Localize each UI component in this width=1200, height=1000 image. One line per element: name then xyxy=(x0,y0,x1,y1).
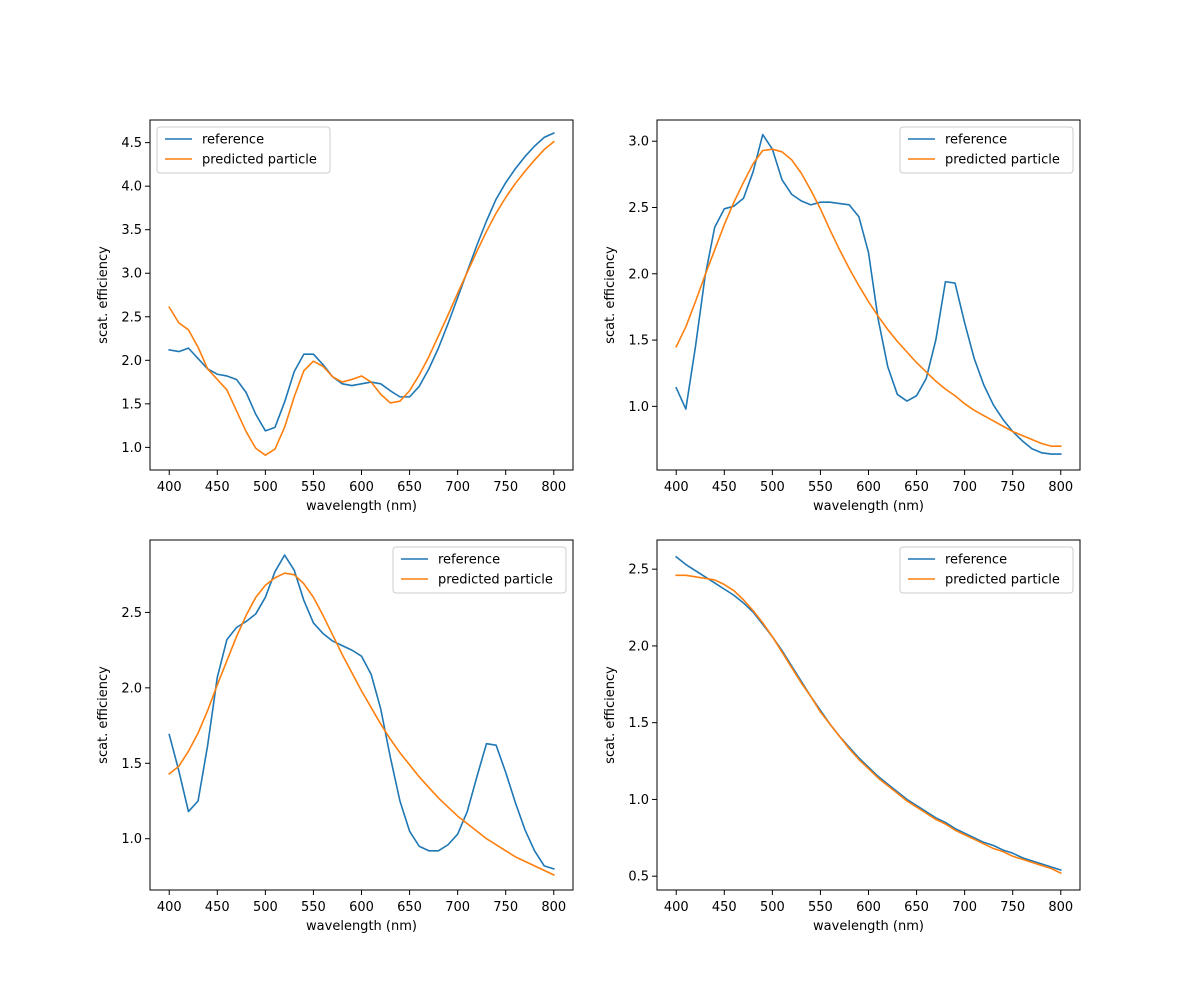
subplot-4: 400 450 500 550 600 650 700 750 800 0.5 1.0 1.5 2.0 2… xyxy=(603,539,1081,934)
y-axis-label: scat. efficiency xyxy=(96,246,111,344)
x-tick-label: 800 xyxy=(541,480,566,495)
x-tick-label: 500 xyxy=(253,900,278,915)
legend-label: predicted particle xyxy=(438,573,553,588)
x-tick-label: 650 xyxy=(397,900,422,915)
x-tick-label: 450 xyxy=(712,480,737,495)
legend: reference predicted particle xyxy=(899,126,1074,174)
x-tick-label: 600 xyxy=(856,900,881,915)
x-tick-label: 600 xyxy=(856,480,881,495)
subplot-1: 400 450 500 550 600 650 700 750 800 1.0 1.5 2.0 2.5 3… xyxy=(96,119,574,514)
x-tick-label: 450 xyxy=(205,900,230,915)
y-axis-label: scat. efficiency xyxy=(603,666,618,764)
subplot-2: 400 450 500 550 600 650 700 750 800 1.0 1.5 2.0 2.5 3… xyxy=(603,119,1081,514)
y-axis-label: scat. efficiency xyxy=(96,666,111,764)
x-tick-label: 750 xyxy=(493,480,518,495)
x-tick-label: 500 xyxy=(253,480,278,495)
y-tick-label: 1.0 xyxy=(121,441,142,456)
x-tick-label: 800 xyxy=(1048,480,1073,495)
y-tick-label: 2.5 xyxy=(121,310,142,325)
series-line-reference xyxy=(168,554,555,870)
y-tick-label: 2.0 xyxy=(121,681,142,696)
y-tick-label: 1.5 xyxy=(628,334,649,349)
x-tick-label: 750 xyxy=(1000,900,1025,915)
x-axis-label: wavelength (nm) xyxy=(306,499,417,514)
x-tick-label: 600 xyxy=(349,480,374,495)
legend-label: predicted particle xyxy=(945,573,1060,588)
y-tick-label: 2.5 xyxy=(628,201,649,216)
x-tick-label: 500 xyxy=(760,900,785,915)
x-tick-label: 600 xyxy=(349,900,374,915)
y-tick-label: 2.0 xyxy=(628,639,649,654)
series-line-reference xyxy=(168,132,555,432)
x-tick-label: 450 xyxy=(205,480,230,495)
x-tick-label: 400 xyxy=(157,480,182,495)
y-tick-label: 1.0 xyxy=(121,832,142,847)
y-tick-label: 1.5 xyxy=(121,757,142,772)
series-line-predicted-particle xyxy=(168,140,555,457)
series-line-predicted-particle xyxy=(168,572,555,876)
x-tick-label: 400 xyxy=(157,900,182,915)
legend-label: reference xyxy=(945,553,1007,568)
axes-frame xyxy=(656,539,1081,891)
x-tick-label: 400 xyxy=(664,900,689,915)
x-tick-label: 650 xyxy=(904,480,929,495)
y-tick-label: 2.5 xyxy=(121,606,142,621)
x-tick-label: 550 xyxy=(301,480,326,495)
legend: reference predicted particle xyxy=(156,126,331,174)
legend-label: reference xyxy=(202,133,264,148)
x-tick-label: 800 xyxy=(1048,900,1073,915)
y-tick-label: 2.0 xyxy=(628,267,649,282)
y-tick-label: 1.0 xyxy=(628,793,649,808)
legend-label: reference xyxy=(945,133,1007,148)
y-tick-label: 4.5 xyxy=(121,136,142,151)
legend-label: predicted particle xyxy=(945,153,1060,168)
legend-label: reference xyxy=(438,553,500,568)
x-axis-label: wavelength (nm) xyxy=(306,919,417,934)
x-axis-label: wavelength (nm) xyxy=(813,919,924,934)
x-tick-label: 550 xyxy=(808,480,833,495)
legend-box xyxy=(392,546,567,594)
axes-frame xyxy=(149,119,574,471)
x-tick-label: 550 xyxy=(808,900,833,915)
x-tick-label: 750 xyxy=(493,900,518,915)
y-tick-label: 4.0 xyxy=(121,180,142,195)
y-tick-label: 0.5 xyxy=(628,870,649,885)
legend: reference predicted particle xyxy=(392,546,567,594)
series-line-reference xyxy=(675,555,1062,872)
subplot-3: 400 450 500 550 600 650 700 750 800 1.0 1.5 2.0 2.5 w… xyxy=(96,539,574,934)
legend-box xyxy=(899,126,1074,174)
x-tick-label: 550 xyxy=(301,900,326,915)
legend-label: predicted particle xyxy=(202,153,317,168)
x-tick-label: 700 xyxy=(445,900,470,915)
y-tick-label: 1.0 xyxy=(628,400,649,415)
series-line-predicted-particle xyxy=(675,148,1062,447)
y-tick-label: 3.0 xyxy=(121,267,142,282)
x-tick-label: 750 xyxy=(1000,480,1025,495)
x-tick-label: 700 xyxy=(952,480,977,495)
y-tick-label: 3.0 xyxy=(628,135,649,150)
x-tick-label: 450 xyxy=(712,900,737,915)
legend-box xyxy=(156,126,331,174)
series-line-predicted-particle xyxy=(675,574,1062,875)
legend: reference predicted particle xyxy=(899,546,1074,594)
y-tick-label: 2.5 xyxy=(628,563,649,578)
x-tick-label: 500 xyxy=(760,480,785,495)
x-tick-label: 400 xyxy=(664,480,689,495)
axes-frame xyxy=(149,539,574,891)
y-tick-label: 1.5 xyxy=(628,716,649,731)
x-tick-label: 800 xyxy=(541,900,566,915)
x-tick-label: 650 xyxy=(904,900,929,915)
y-tick-label: 3.5 xyxy=(121,223,142,238)
x-tick-label: 700 xyxy=(445,480,470,495)
y-axis-label: scat. efficiency xyxy=(603,246,618,344)
series-line-reference xyxy=(675,133,1062,455)
y-tick-label: 1.5 xyxy=(121,397,142,412)
x-tick-label: 700 xyxy=(952,900,977,915)
axes-frame xyxy=(656,119,1081,471)
x-tick-label: 650 xyxy=(397,480,422,495)
legend-box xyxy=(899,546,1074,594)
y-tick-label: 2.0 xyxy=(121,354,142,369)
x-axis-label: wavelength (nm) xyxy=(813,499,924,514)
